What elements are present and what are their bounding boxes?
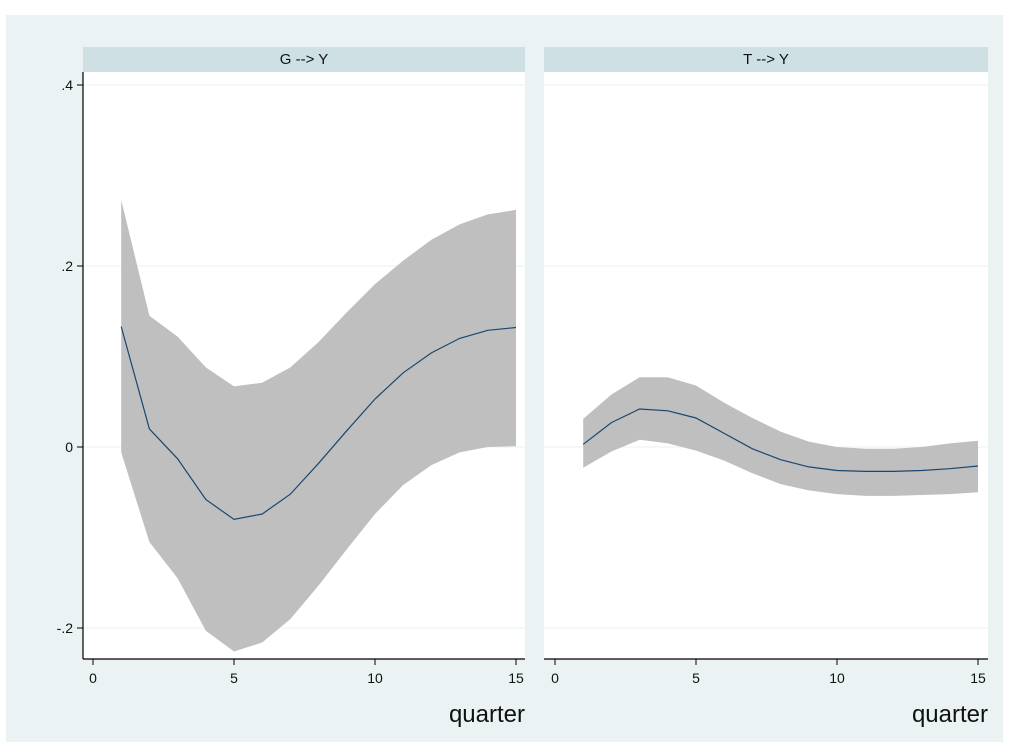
panel-2: T --> Y 0 5 10 15 quarter: [544, 47, 988, 728]
x-axis-label: quarter: [912, 701, 988, 728]
y-tick-label: .2: [61, 258, 73, 274]
confidence-band: [583, 377, 978, 496]
x-tick-label: 0: [89, 670, 97, 686]
panel-title-strip: [544, 47, 988, 72]
y-tick-label: 0: [65, 439, 73, 455]
irf-line: [582, 408, 979, 472]
y-tick-label: .4: [61, 77, 73, 93]
x-tick-label: 5: [230, 670, 238, 686]
y-tick-label: -.2: [57, 620, 74, 636]
x-tick-label: 5: [692, 670, 700, 686]
x-tick-label: 10: [829, 670, 845, 686]
x-axis-label: quarter: [449, 701, 525, 728]
panel-title-strip: [83, 47, 525, 72]
panel-title: G --> Y: [280, 51, 329, 68]
panel-title: T --> Y: [743, 51, 789, 68]
x-tick-label: 0: [551, 670, 559, 686]
x-tick-label: 15: [508, 670, 524, 686]
x-tick-label: 10: [367, 670, 383, 686]
irf-line: [120, 326, 517, 521]
plot-layer: G --> Y 0 5 10 15 quarter -.2 0 .2 .4 T --> Y 0 5 10 1…: [57, 47, 988, 728]
panel-1: G --> Y 0 5 10 15 quarter -.2 0 .2 .4: [57, 47, 525, 728]
plot-area: [544, 72, 988, 659]
confidence-band: [121, 199, 516, 652]
x-tick-label: 15: [970, 670, 986, 686]
